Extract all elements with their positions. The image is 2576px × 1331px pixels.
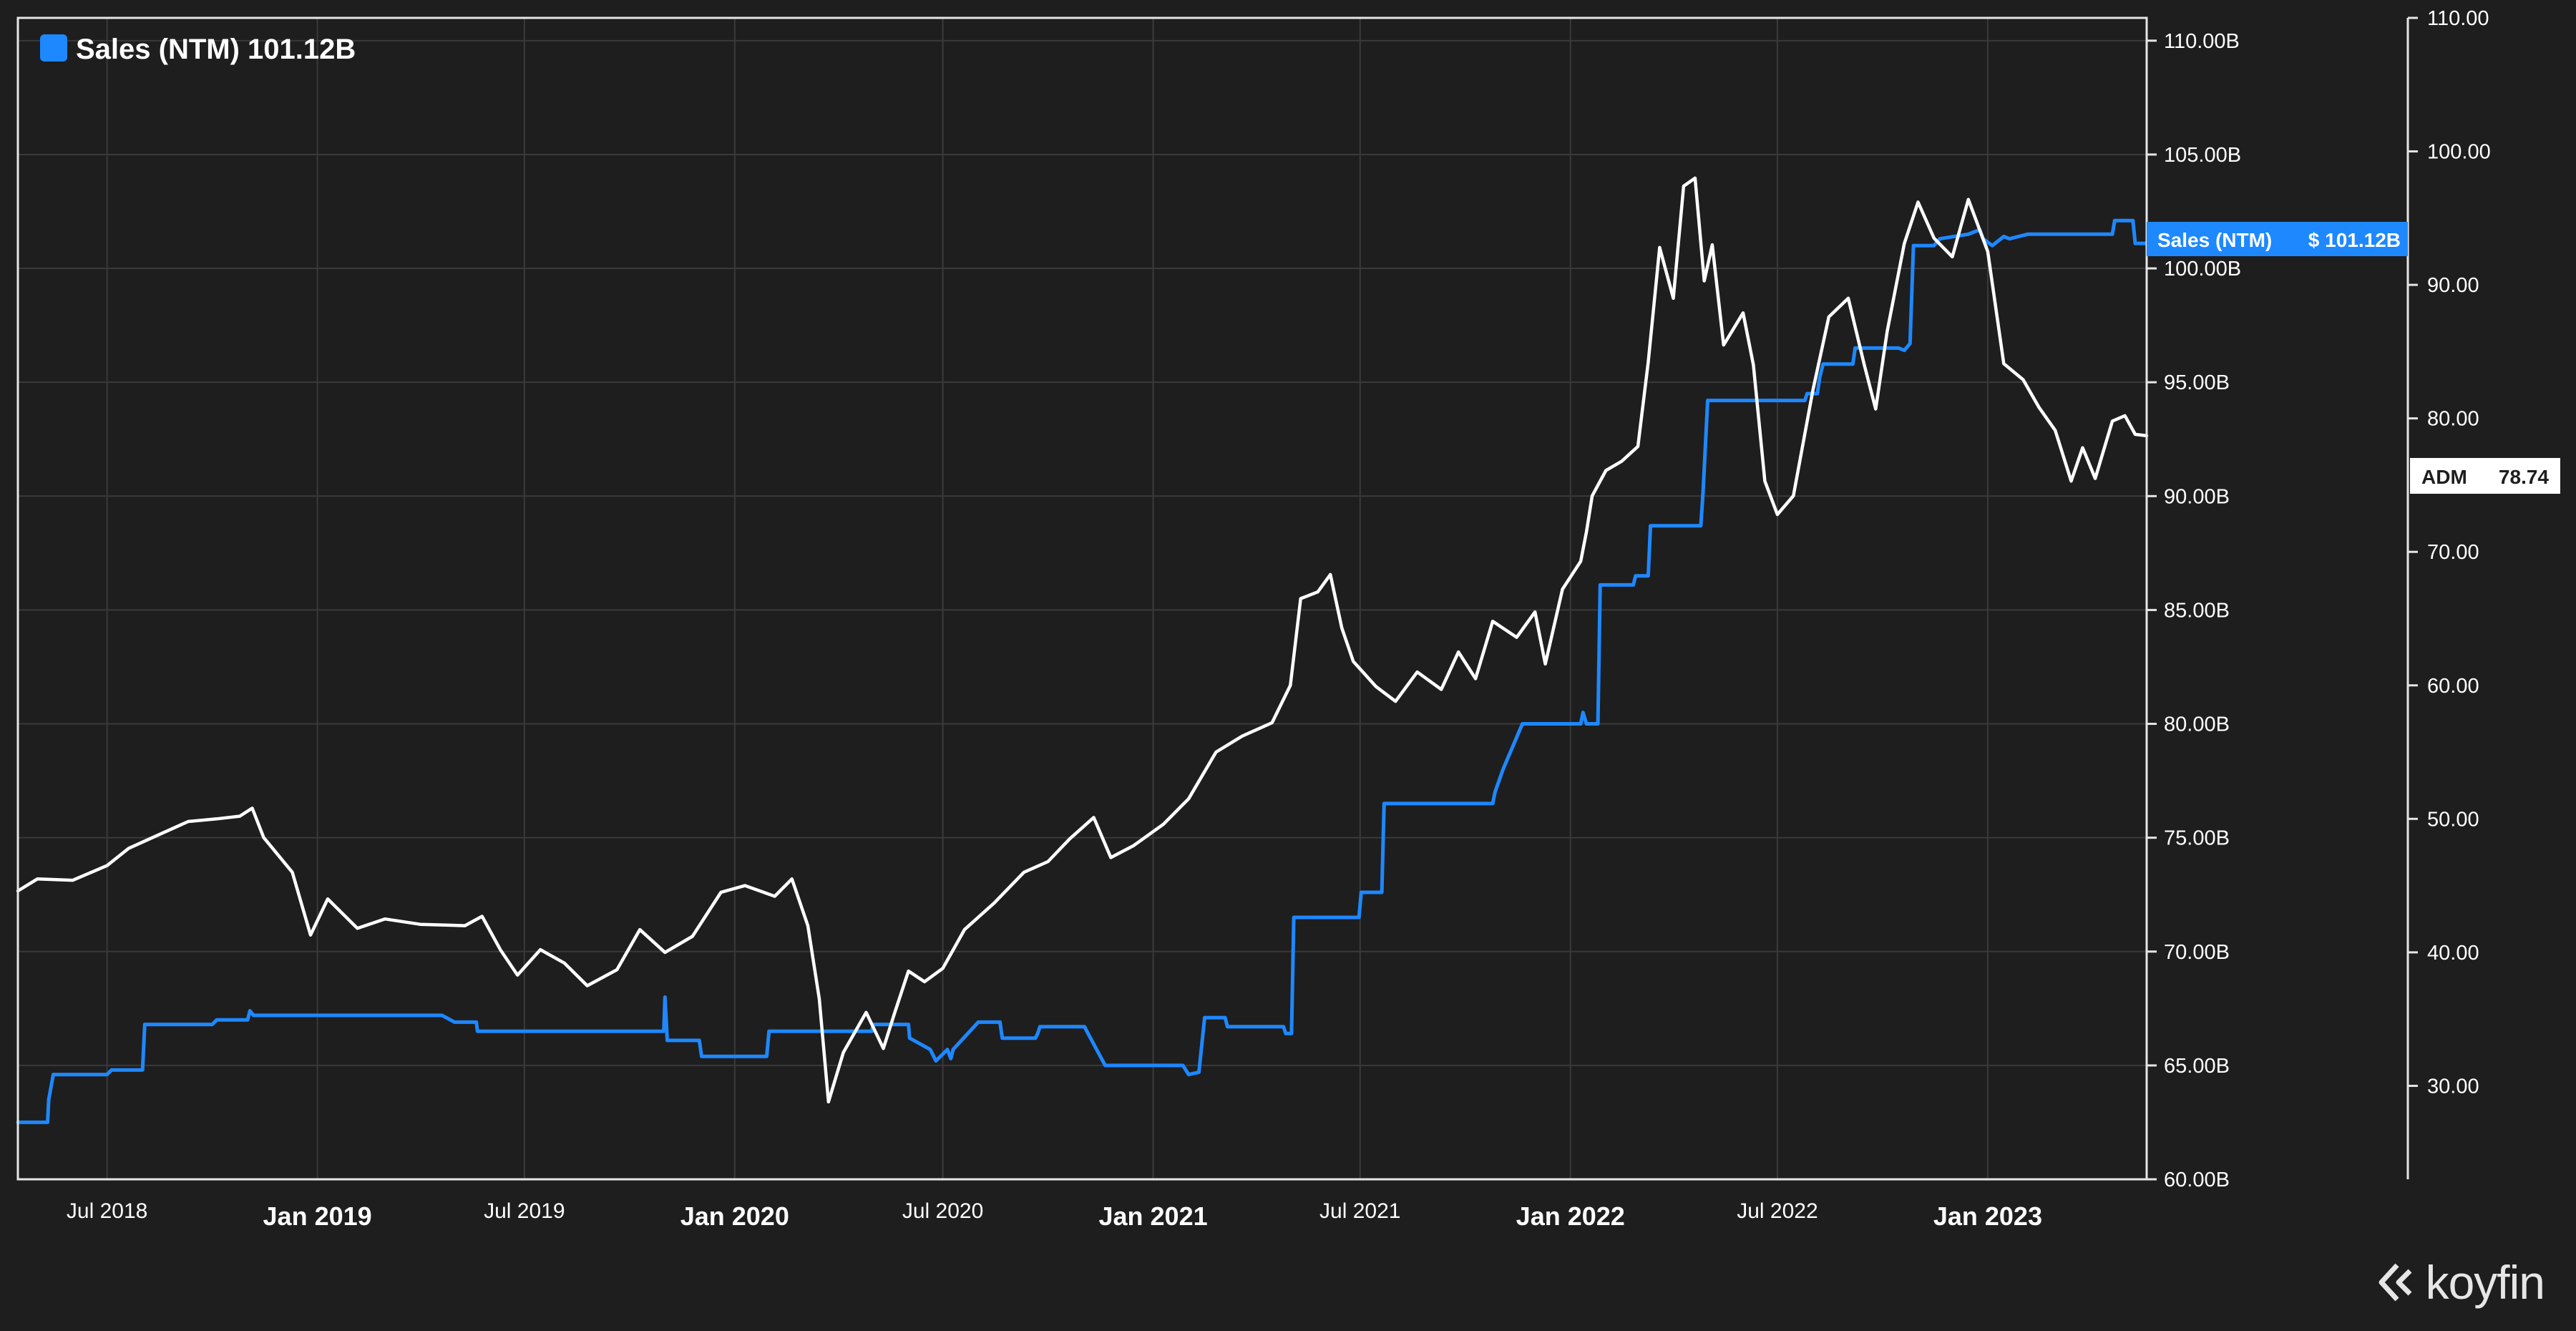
- x-tick-label: Jul 2021: [1319, 1199, 1400, 1223]
- sales-tag-box: [2147, 222, 2408, 256]
- price-axis-tick-label: 110.00: [2427, 7, 2489, 30]
- sales-tag-name: Sales (NTM): [2157, 229, 2272, 251]
- legend: Sales (NTM) 101.12B: [40, 34, 356, 65]
- sales-axis-tick-label: 60.00B: [2164, 1169, 2230, 1191]
- grid-layer: [18, 18, 2147, 1180]
- price-axis-tick-label: 60.00: [2427, 675, 2479, 698]
- sales-last-value-tag: Sales (NTM) $ 101.12B: [2147, 222, 2408, 256]
- sales-ntm-line: [16, 218, 2149, 1124]
- sales-axis-tick-label: 85.00B: [2164, 599, 2230, 622]
- price-last-value-tag: ADM 78.74: [2410, 458, 2560, 494]
- price-tag-box: [2410, 458, 2560, 494]
- x-tick-label: Jan 2023: [1933, 1201, 2042, 1231]
- sales-axis-tick-label: 70.00B: [2164, 941, 2230, 964]
- price-axis-tick-label: 50.00: [2427, 808, 2479, 831]
- sales-axis-tick-label: 90.00B: [2164, 485, 2230, 508]
- price-axis-tick-label: 80.00: [2427, 408, 2479, 431]
- sales-tag-value: $ 101.12B: [2308, 229, 2401, 251]
- sales-axis-tick-label: 105.00B: [2164, 144, 2241, 167]
- x-tick-label: Jan 2020: [680, 1201, 789, 1231]
- koyfin-logo: koyfin: [2376, 1255, 2545, 1310]
- sales-axis-tick-label: 95.00B: [2164, 371, 2230, 394]
- koyfin-wordmark: koyfin: [2425, 1256, 2545, 1309]
- legend-swatch: [40, 34, 67, 62]
- price-axis-tick-label: 70.00: [2427, 541, 2479, 564]
- x-tick-label: Jan 2022: [1516, 1201, 1625, 1231]
- sales-axis-tick-label: 110.00B: [2164, 30, 2240, 53]
- x-tick-label: Jul 2020: [902, 1199, 983, 1223]
- price-axis-tick-label: 100.00: [2427, 141, 2491, 164]
- adm-price-line: [16, 176, 2149, 1104]
- price-axis-tick-label: 90.00: [2427, 274, 2479, 297]
- x-tick-label: Jan 2021: [1098, 1201, 1207, 1231]
- x-tick-label: Jul 2018: [67, 1199, 147, 1223]
- price-axis-tick-label: 30.00: [2427, 1075, 2479, 1098]
- x-tick-label: Jul 2019: [484, 1199, 565, 1223]
- x-tick-label: Jul 2022: [1737, 1199, 1818, 1223]
- sales-series-layer: [16, 218, 2149, 1124]
- axis-layer: Jul 2018 Jan 2019 Jul 2019 Jan 2020 Jul 2020…: [67, 7, 2491, 1231]
- sales-axis-tick-label: 75.00B: [2164, 827, 2230, 850]
- plot-frame: [16, 16, 2148, 1181]
- sales-axis-tick-label: 100.00B: [2164, 258, 2241, 281]
- price-tag-value: 78.74: [2499, 466, 2549, 488]
- price-axis-tick-label: 40.00: [2427, 942, 2479, 965]
- x-tick-label: Jan 2019: [263, 1201, 372, 1231]
- sales-axis-tick-label: 65.00B: [2164, 1055, 2230, 1078]
- sales-axis-tick-label: 80.00B: [2164, 713, 2230, 736]
- price-tag-name: ADM: [2421, 466, 2467, 488]
- koyfin-chevron-icon: [2379, 1263, 2412, 1302]
- legend-label: Sales (NTM) 101.12B: [76, 34, 356, 65]
- price-series-layer: [16, 176, 2149, 1104]
